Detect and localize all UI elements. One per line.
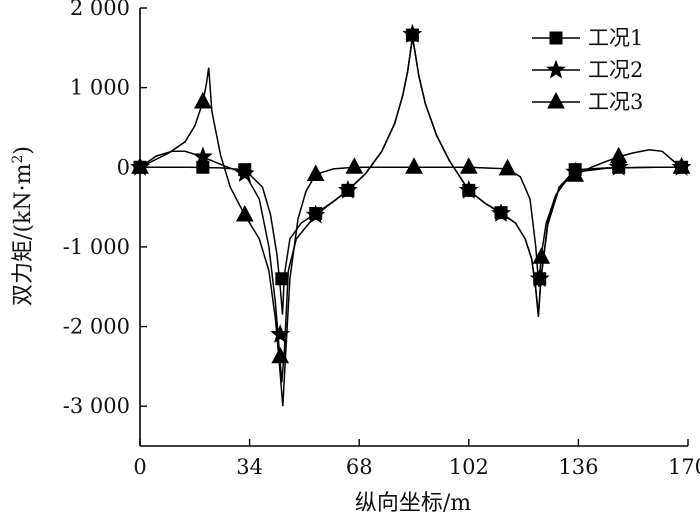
series-2-point-6	[402, 23, 423, 43]
series-3-point-3	[271, 346, 290, 364]
series-2-point-11	[608, 156, 629, 176]
legend: 工况1 工况2 工况3	[532, 26, 643, 114]
legend-label-1: 工况1	[588, 26, 643, 50]
series-3-point-0	[131, 157, 149, 174]
y-tick-label-3: -1 000	[63, 235, 130, 259]
series-markers	[130, 23, 692, 364]
y-tick-label-1: 1 000	[70, 76, 130, 100]
x-tick-label-5: 170	[668, 455, 700, 479]
y-tick-label-0: 2 000	[70, 0, 130, 20]
series-2-point-9	[529, 268, 550, 288]
series-2-point-2	[234, 163, 255, 183]
x-tick-label-0: 0	[133, 455, 146, 479]
series-2-point-7	[458, 179, 479, 199]
legend-label-2: 工况2	[588, 58, 643, 82]
series-3-point-2	[235, 204, 254, 222]
x-tick-label-3: 102	[449, 455, 489, 479]
x-axis-title: 纵向坐标/m	[355, 491, 471, 516]
legend-label-3: 工况3	[588, 90, 643, 114]
series-2-point-1	[192, 146, 213, 166]
y-tick-label-2: 0	[117, 155, 130, 179]
x-tick-label-4: 136	[558, 455, 598, 479]
series-2-point-8	[491, 203, 511, 222]
legend-marker-1	[549, 31, 563, 45]
series-3-point-7	[459, 157, 478, 174]
x-tick-label-1: 34	[236, 455, 263, 479]
legend-marker-3	[547, 91, 565, 109]
series-line-2	[139, 36, 682, 383]
series-3-point-1	[194, 91, 212, 109]
ticks: 2 000 1 000 0 -1 000 -2 000 -3 000 0 34 68 102 136…	[63, 0, 700, 479]
y-axis-title-close: )	[11, 146, 36, 155]
series-3-point-5	[345, 157, 364, 174]
series-3-point-4	[306, 164, 325, 181]
series-1-point-3	[275, 272, 289, 286]
legend-marker-2	[546, 59, 566, 79]
series-3-point-12	[672, 157, 691, 174]
y-axis-title: 双力矩/(kN·m2)	[10, 146, 36, 306]
y-tick-label-5: -3 000	[63, 394, 130, 418]
y-axis-title-superscript: 2	[10, 155, 26, 164]
series-3-point-8	[498, 158, 517, 176]
y-axis-title-main: 双力矩/(kN·m	[11, 163, 36, 306]
axes	[139, 8, 688, 447]
series-2-point-5	[338, 179, 358, 199]
y-tick-label-4: -2 000	[63, 315, 130, 339]
series-3-point-10	[566, 165, 585, 182]
series-2-point-3	[270, 324, 291, 343]
series-3-point-9	[532, 247, 551, 264]
x-tick-label-2: 68	[346, 455, 373, 479]
series-2-point-4	[305, 204, 326, 224]
series-3-point-11	[609, 146, 628, 164]
series-line-3	[139, 67, 683, 407]
series-3-point-6	[405, 157, 423, 174]
